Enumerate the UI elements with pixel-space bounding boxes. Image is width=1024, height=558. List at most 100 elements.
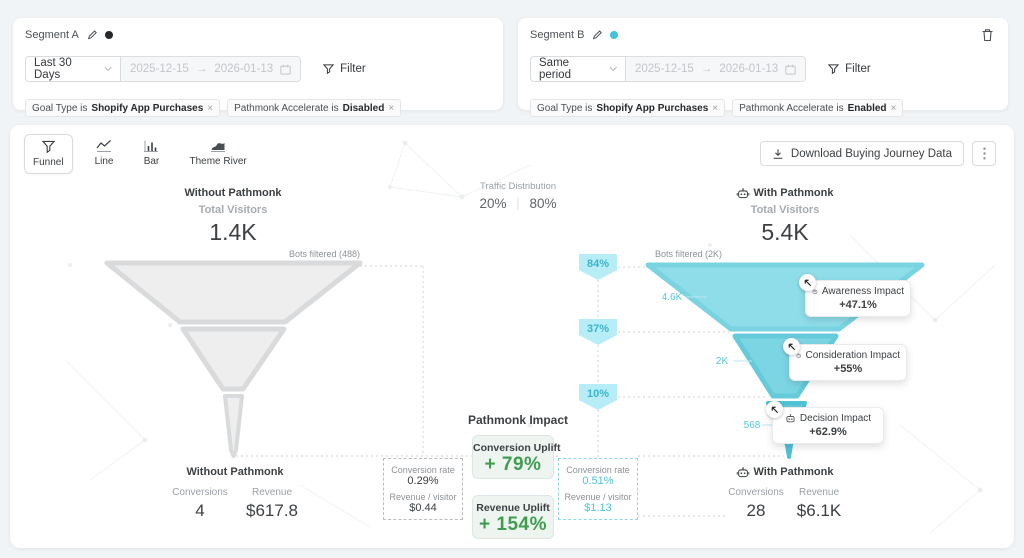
right-funnel-title-text: With Pathmonk xyxy=(753,187,834,199)
stage-value-connectors xyxy=(685,296,773,426)
period-select[interactable]: Same period xyxy=(530,56,626,82)
right-footer-title-text: With Pathmonk xyxy=(753,466,834,478)
impact-tooltip-title: Consideration Impact xyxy=(805,350,901,361)
funnel-left-stage-consideration[interactable] xyxy=(180,326,287,392)
traffic-right-value: 80% xyxy=(529,196,557,211)
tag-value: Shopify App Purchases xyxy=(91,102,204,114)
conversion-rate-value: 0.51% xyxy=(582,475,614,487)
tag-prefix: Pathmonk Accelerate is xyxy=(234,102,339,114)
chevron-down-icon xyxy=(104,66,112,72)
right-funnel-title: With Pathmonk xyxy=(736,187,834,199)
segment-b-tags: Goal Type is Shopify App Purchases × Pat… xyxy=(530,99,904,117)
robot-icon xyxy=(796,353,801,358)
conversion-uplift-value: + 79% xyxy=(484,454,542,475)
filter-funnel-icon xyxy=(323,63,335,74)
tab-bar[interactable]: Bar xyxy=(135,134,167,172)
edit-icon[interactable] xyxy=(591,29,603,41)
segment-a-name: Segment A xyxy=(25,29,79,41)
download-icon xyxy=(773,148,783,159)
right-total-visitors-value: 5.4K xyxy=(761,219,809,245)
robot-icon xyxy=(786,414,795,423)
line-chart-icon xyxy=(96,140,112,152)
segment-b-name: Segment B xyxy=(530,29,585,41)
left-footer-title: Without Pathmonk xyxy=(186,466,283,478)
tag-prefix: Pathmonk Accelerate is xyxy=(739,102,844,114)
download-label: Download Buying Journey Data xyxy=(790,147,952,160)
filter-tag[interactable]: Goal Type is Shopify App Purchases × xyxy=(25,99,221,117)
funnel-left-stage-awareness[interactable] xyxy=(104,260,363,325)
traffic-distribution-values: 20% 80% xyxy=(479,196,556,211)
awareness-impact-tooltip[interactable]: Awareness Impact +47.1% xyxy=(799,274,911,317)
decision-impact-tooltip[interactable]: Decision Impact +62.9% xyxy=(766,401,884,444)
robot-icon xyxy=(812,289,818,294)
funnel-left-stage-decision[interactable] xyxy=(223,394,244,458)
chevron-down-icon xyxy=(609,66,617,72)
stage-value-consideration: 2K xyxy=(715,356,729,367)
cursor-icon xyxy=(783,338,800,355)
remove-tag-icon[interactable]: × xyxy=(890,102,897,114)
calendar-icon xyxy=(280,64,291,75)
remove-tag-icon[interactable]: × xyxy=(712,102,719,114)
left-conversions-label: Conversions xyxy=(172,487,228,498)
revenue-uplift-value: + 154% xyxy=(479,514,547,535)
date-range-input[interactable]: 2025-12-15 → 2026-01-13 xyxy=(626,56,807,82)
tag-prefix: Goal Type is xyxy=(32,102,88,114)
left-revenue-label: Revenue xyxy=(251,487,293,498)
period-select[interactable]: Last 30 Days xyxy=(25,56,121,82)
left-total-visitors-value: 1.4K xyxy=(209,219,257,245)
impact-tooltip-title: Decision Impact xyxy=(799,413,872,424)
tag-value: Shopify App Purchases xyxy=(596,102,709,114)
toolbar-actions: Download Buying Journey Data xyxy=(759,141,996,166)
filter-tag[interactable]: Pathmonk Accelerate is Enabled × xyxy=(732,99,904,117)
left-total-visitors-label: Total Visitors xyxy=(198,204,268,216)
filter-funnel-icon xyxy=(828,63,840,74)
robot-icon xyxy=(736,466,750,477)
segment-a-header: Segment A xyxy=(25,29,113,41)
consideration-impact-tooltip[interactable]: Consideration Impact +55% xyxy=(783,338,907,381)
tab-line[interactable]: Line xyxy=(87,134,122,172)
right-footer-title: With Pathmonk xyxy=(736,466,834,478)
right-conversions-value: 28 xyxy=(746,501,766,520)
download-buying-journey-button[interactable]: Download Buying Journey Data xyxy=(759,141,964,166)
tab-theme-river[interactable]: Theme River xyxy=(181,134,254,172)
date-start: 2025-12-15 xyxy=(635,63,694,75)
edit-icon[interactable] xyxy=(86,29,98,41)
impact-tooltip-value: +62.9% xyxy=(809,426,847,438)
date-start: 2025-12-15 xyxy=(130,63,189,75)
date-arrow: → xyxy=(700,63,713,75)
conversion-uplift-label: Conversion Uplift xyxy=(473,442,561,454)
funnel-comparison-panel: Funnel Line Bar Theme River Download Buy… xyxy=(10,125,1014,548)
revenue-uplift-label: Revenue Uplift xyxy=(476,502,550,514)
segment-a-color-dot xyxy=(104,31,113,39)
more-options-button[interactable] xyxy=(972,141,996,166)
date-range-input[interactable]: 2025-12-15 → 2026-01-13 xyxy=(121,56,302,82)
remove-tag-icon[interactable]: × xyxy=(388,102,395,114)
tab-funnel[interactable]: Funnel xyxy=(24,134,73,174)
segment-a-controls: Last 30 Days 2025-12-15 → 2026-01-13 Fil… xyxy=(25,56,366,82)
filter-button[interactable]: Filter xyxy=(828,63,871,75)
date-arrow: → xyxy=(195,63,208,75)
period-select-value: Last 30 Days xyxy=(34,57,72,81)
date-end: 2026-01-13 xyxy=(719,63,779,75)
background-decoration xyxy=(64,140,996,534)
segment-b-header: Segment B xyxy=(530,29,619,41)
filter-tag[interactable]: Pathmonk Accelerate is Disabled × xyxy=(227,99,402,117)
segment-a-tags: Goal Type is Shopify App Purchases × Pat… xyxy=(25,99,402,117)
remove-tag-icon[interactable]: × xyxy=(207,102,214,114)
right-conversions-label: Conversions xyxy=(728,487,784,498)
theme-river-icon xyxy=(211,143,226,152)
segment-a-card: Segment A Last 30 Days 2025-12-15 → 2026… xyxy=(13,18,503,117)
filter-label: Filter xyxy=(340,63,366,75)
period-select-value: Same period xyxy=(539,57,571,81)
delete-segment-button[interactable] xyxy=(981,28,994,42)
cursor-icon xyxy=(799,274,816,291)
left-conversion-rate-box: Conversion rate 0.29% Revenue / visitor … xyxy=(383,458,463,520)
bar-chart-icon xyxy=(144,140,159,152)
calendar-icon xyxy=(785,64,796,75)
filter-button[interactable]: Filter xyxy=(323,63,366,75)
filter-tag[interactable]: Goal Type is Shopify App Purchases × xyxy=(530,99,726,117)
robot-icon xyxy=(736,187,750,198)
tab-label: Funnel xyxy=(33,157,64,168)
tab-label: Bar xyxy=(143,156,160,167)
funnel-without-pathmonk xyxy=(104,260,363,458)
